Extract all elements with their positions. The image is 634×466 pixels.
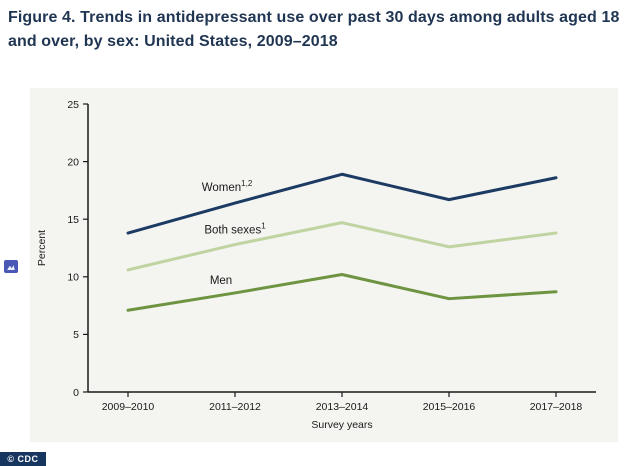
x-tick-label: 2015–2016 xyxy=(423,401,476,413)
y-tick-label: 20 xyxy=(67,156,79,168)
y-tick-label: 5 xyxy=(73,329,79,341)
y-tick-label: 0 xyxy=(73,387,79,399)
series-line-men xyxy=(126,272,558,312)
x-axis-title: Survey years xyxy=(311,419,372,431)
cdc-watermark: © CDC xyxy=(0,452,46,466)
x-tick-label: 2009–2010 xyxy=(102,401,155,413)
y-tick-label: 25 xyxy=(67,99,79,111)
series-line-women xyxy=(126,172,558,235)
x-tick-label: 2013–2014 xyxy=(316,401,369,413)
figure-title: Figure 4. Trends in antidepressant use o… xyxy=(8,9,620,50)
series-label-men: Men xyxy=(210,275,232,287)
line-chart: 0 5 10 15 20 25 2009–2010 2011–2012 2013–2014 201… xyxy=(36,99,596,431)
x-tick-label: 2011–2012 xyxy=(209,401,261,413)
series-label-both-sexes: Both sexes1 xyxy=(204,222,266,237)
series-label-women: Women1,2 xyxy=(202,179,253,194)
y-tick-label: 10 xyxy=(67,272,79,284)
x-tick-label: 2017–2018 xyxy=(530,401,583,413)
chart-panel: 0 5 10 15 20 25 2009–2010 2011–2012 2013–2014 201… xyxy=(30,88,618,442)
series-line-both-sexes xyxy=(126,221,558,272)
y-tick-label: 15 xyxy=(67,214,79,226)
y-axis-title: Percent xyxy=(36,230,48,266)
image-placeholder-icon xyxy=(4,260,18,273)
